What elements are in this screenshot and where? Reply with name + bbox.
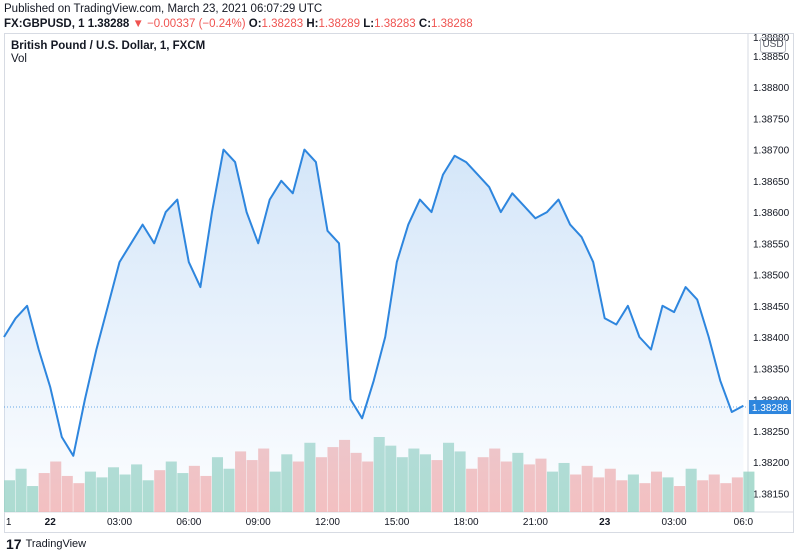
price-change: −0.00337 (−0.24%) bbox=[147, 18, 246, 30]
price-line bbox=[3, 148, 744, 457]
currency-button[interactable]: USD bbox=[760, 37, 786, 53]
legend-title: British Pound / U.S. Dollar, 1, FXCM bbox=[11, 40, 206, 52]
y-tick-label: 1.38600 bbox=[753, 208, 790, 219]
x-tick-label: 15:00 bbox=[384, 517, 409, 528]
y-tick-label: 1.38400 bbox=[753, 333, 790, 344]
y-tick-label: 1.38850 bbox=[753, 52, 790, 63]
footer: 17 TradingView bbox=[6, 536, 86, 552]
y-tick-label: 1.38450 bbox=[753, 302, 790, 313]
x-tick-label: 06:0 bbox=[734, 517, 754, 528]
low-label: L: bbox=[363, 18, 375, 30]
x-tick-label: 09:00 bbox=[246, 517, 271, 528]
x-tick-label: 21:00 bbox=[523, 517, 548, 528]
y-tick-label: 1.38250 bbox=[753, 427, 790, 438]
legend-volume: Vol bbox=[11, 53, 27, 65]
high-label: H: bbox=[306, 18, 319, 30]
price-area-fill bbox=[4, 149, 744, 512]
y-tick-label: 1.38700 bbox=[753, 146, 790, 157]
close-value: 1.38288 bbox=[431, 18, 473, 30]
published-caption: Published on TradingView.com, March 23, … bbox=[4, 3, 323, 15]
x-tick-label: 06:00 bbox=[176, 517, 201, 528]
y-tick-label: 1.38880 bbox=[753, 33, 790, 44]
open-label: O: bbox=[248, 18, 262, 30]
y-tick-label: 1.38800 bbox=[753, 83, 790, 94]
tradingview-brand: TradingView bbox=[25, 538, 87, 550]
x-tick-label: 03:00 bbox=[107, 517, 132, 528]
down-arrow-icon: ▼ bbox=[132, 18, 144, 30]
close-label: C: bbox=[418, 18, 432, 30]
x-tick-label: 18:00 bbox=[454, 517, 479, 528]
volume-bar bbox=[743, 471, 755, 512]
open-value: 1.38283 bbox=[261, 18, 304, 30]
y-tick-label: 1.38150 bbox=[753, 489, 790, 500]
symbol: FX:GBPUSD, 1 bbox=[4, 18, 85, 30]
tradingview-logo-icon: 17 bbox=[6, 536, 22, 552]
y-tick-label: 1.38200 bbox=[753, 458, 790, 469]
x-tick-label: 22 bbox=[45, 517, 57, 528]
y-tick-label: 1.38500 bbox=[753, 271, 790, 282]
x-tick-label: 23 bbox=[599, 517, 611, 528]
quote-line: FX:GBPUSD, 1 1.38288 ▼ −0.00337 (−0.24%)… bbox=[4, 18, 473, 30]
x-tick-label: 12:00 bbox=[315, 517, 340, 528]
y-tick-label: 1.38350 bbox=[753, 364, 790, 375]
x-tick-label: 03:00 bbox=[662, 517, 687, 528]
y-tick-label: 1.38750 bbox=[753, 114, 790, 125]
last-price-tag-label: 1.38288 bbox=[752, 403, 789, 414]
x-tick-label: 1 bbox=[6, 517, 12, 528]
y-tick-label: 1.38650 bbox=[753, 177, 790, 188]
high-value: 1.38289 bbox=[318, 18, 361, 30]
y-tick-label: 1.38550 bbox=[753, 239, 790, 250]
low-value: 1.38283 bbox=[374, 18, 416, 30]
last-price-tag bbox=[749, 400, 791, 415]
chart-frame[interactable] bbox=[4, 33, 794, 533]
last-price: 1.38288 bbox=[87, 18, 130, 30]
